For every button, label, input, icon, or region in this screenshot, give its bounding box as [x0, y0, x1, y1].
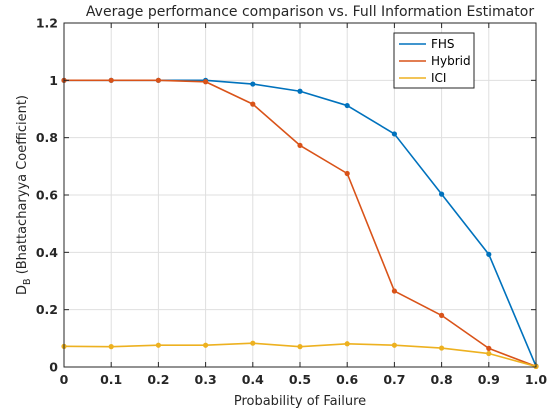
data-point	[250, 101, 256, 107]
x-tick-label: 0.1	[100, 372, 122, 387]
y-tick-label: 0.2	[36, 302, 58, 317]
axis-ticks: 0 0.1 0.2 0.3 0.4 0.5 0.6 0.7 0.8 0.9 1.0 0 0.2 0.4 0.…	[36, 16, 548, 388]
legend-label: FHS	[431, 37, 455, 51]
legend: FHS Hybrid ICI	[393, 32, 475, 89]
y-axis-label-rest: (Bhattacharyya Coefficient)	[15, 95, 30, 278]
data-point	[108, 344, 114, 350]
data-point	[108, 77, 114, 83]
data-point	[297, 88, 303, 94]
data-point	[250, 340, 256, 346]
x-tick-label: 0.9	[478, 372, 500, 387]
y-axis-label: DB (Bhattacharyya Coefficient)	[15, 95, 33, 295]
data-point	[486, 345, 492, 351]
data-point	[391, 131, 397, 137]
x-tick-label: 0.2	[147, 372, 169, 387]
y-tick-label: 1	[49, 73, 58, 88]
data-point	[203, 79, 209, 85]
y-tick-label: 0.8	[36, 130, 58, 145]
legend-item-ici: ICI	[399, 71, 446, 85]
plot-area-frame	[63, 22, 537, 368]
data-point	[439, 191, 445, 197]
data-point	[391, 342, 397, 348]
legend-item-fhs: FHS	[399, 37, 455, 51]
data-point	[344, 170, 350, 177]
data-point	[344, 102, 350, 109]
x-tick-label: 0.6	[336, 372, 358, 387]
data-point	[155, 77, 161, 83]
data-point	[486, 350, 492, 357]
x-tick-label: 0.3	[195, 372, 217, 387]
x-tick-label: 1.0	[525, 372, 547, 387]
y-tick-label: 0.6	[36, 188, 58, 203]
x-tick-label: 0.4	[242, 372, 264, 387]
x-tick-label: 0.8	[431, 372, 453, 387]
data-point	[439, 345, 445, 351]
x-tick-label: 0.5	[289, 372, 311, 387]
data-point	[391, 288, 397, 294]
legend-label: ICI	[431, 71, 446, 85]
y-axis-label-subscript: B	[22, 278, 33, 285]
y-tick-label: 0	[49, 360, 58, 375]
data-point	[297, 344, 303, 350]
data-point	[203, 342, 209, 348]
data-point	[439, 312, 445, 318]
chart-title: Average performance comparison vs. Full …	[86, 4, 534, 20]
x-axis-label: Probability of Failure	[234, 394, 366, 409]
data-point	[155, 342, 161, 348]
y-axis-label-main: D	[15, 285, 30, 295]
legend-item-hybrid: Hybrid	[399, 54, 471, 68]
x-tick-label: 0.7	[383, 372, 405, 387]
data-point	[486, 251, 492, 257]
y-tick-label: 1.2	[36, 16, 58, 31]
x-tick-label: 0	[60, 372, 69, 387]
data-point	[250, 81, 256, 87]
data-point	[344, 341, 350, 347]
y-tick-label: 0.4	[36, 245, 58, 260]
legend-label: Hybrid	[431, 54, 471, 68]
data-point	[297, 142, 303, 149]
